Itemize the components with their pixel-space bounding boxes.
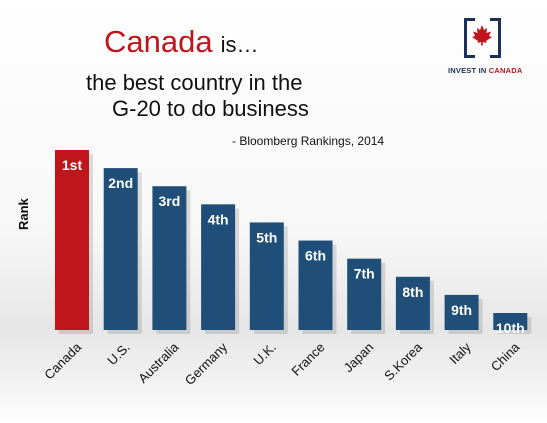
category-label: S.Korea (381, 339, 425, 383)
data-label: 3rd (159, 193, 181, 209)
category-label: Australia (135, 339, 182, 386)
category-label: Italy (446, 339, 474, 367)
bar-uk (249, 222, 284, 330)
bar-us (103, 168, 138, 330)
maple-leaf-icon (472, 25, 492, 46)
category-label: China (488, 339, 523, 374)
chart-title-line2: the best country in the (86, 70, 303, 95)
data-label: 8th (402, 284, 423, 300)
bar-skorea (395, 276, 430, 330)
data-label: 5th (256, 229, 277, 245)
category-label: France (288, 340, 327, 379)
data-label: 2nd (108, 175, 133, 191)
bar-japan (347, 258, 382, 330)
chart-title-line3: G-20 to do business (112, 96, 309, 121)
logo-right-bracket (490, 18, 501, 58)
invest-in-canada-logo: INVEST IN CANADA (434, 14, 546, 80)
source-note: - Bloomberg Rankings, 2014 (232, 134, 385, 148)
data-label: 1st (62, 157, 83, 173)
data-label: 7th (354, 266, 375, 282)
logo-text: INVEST IN CANADA (448, 66, 522, 75)
bar-canada (55, 150, 89, 330)
category-label: Germany (182, 339, 231, 388)
data-label: 10th (496, 320, 525, 336)
bar-germany (201, 204, 236, 330)
category-label: U.S. (104, 340, 132, 368)
title-canada: Canada (104, 24, 213, 59)
bar-italy (444, 294, 479, 330)
logo-left-bracket (464, 18, 475, 58)
logo-text-invest: INVEST IN (448, 66, 489, 75)
chart-title-line1: Canada is… (104, 24, 258, 60)
data-label: 4th (208, 211, 229, 227)
bar-france (298, 240, 333, 330)
data-label: 9th (451, 302, 472, 318)
bar-australia (152, 186, 187, 330)
bar-china (493, 313, 528, 330)
category-label: Canada (41, 339, 84, 382)
logo-text-canada: CANADA (488, 66, 523, 75)
data-label: 6th (305, 248, 326, 264)
category-label: Japan (341, 340, 377, 376)
category-label: U.K. (250, 340, 278, 368)
title-is: is… (220, 32, 259, 57)
